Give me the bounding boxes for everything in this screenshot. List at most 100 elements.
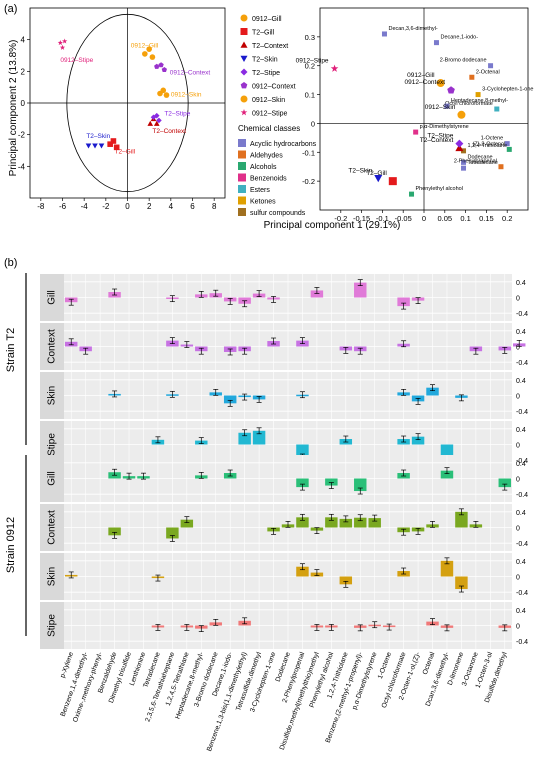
y-tick-label: -0.4 (516, 541, 528, 548)
strip-stipe (40, 602, 64, 649)
tissue-label-context: Context (47, 329, 58, 364)
bar-phenylethyl-alcohol (325, 478, 338, 486)
legend-marker-t2-stipe (240, 68, 248, 76)
loading-label-heptadecane-8-methyl: Heptadecane,8-methyl- (451, 98, 508, 104)
sample-label-0912-context: 0912–Context (405, 79, 446, 86)
y-tick-label: 0.4 (516, 427, 526, 434)
legend-swatch-sulfur-compounds (238, 208, 246, 216)
bar-2-phenylpropenal (296, 517, 309, 528)
bar-panel-strain-0912-context: Context -0.4 0 0.4 (40, 504, 528, 551)
loading-tetradecane (461, 165, 467, 171)
x-tick-label: 2 (147, 202, 152, 211)
legend-marker-t2-context (240, 41, 248, 48)
y-tick-label: 0 (516, 345, 520, 352)
bar-2-phenylpropenal (296, 444, 309, 458)
legend-swatch-alcohols (238, 162, 246, 170)
loading-label-decane-1-iodo: Decane,1-iodo- (440, 35, 478, 41)
point-0912-context (154, 63, 160, 69)
legend-swatch-ketones (238, 196, 246, 205)
compound-label-1-octene: 1-Octene (377, 651, 393, 680)
y-tick-label: 0.4 (516, 608, 526, 615)
strip-skin (40, 553, 64, 600)
point-0912-skin (160, 87, 167, 94)
legend-swatch-acyclic-hydrocarbons (238, 139, 246, 147)
point-0912-stipe (57, 40, 63, 46)
legend-marker-0912-gill (240, 14, 248, 22)
point-t2-gill (107, 141, 113, 147)
bar-benzene-2-methyl-1-propenyl (354, 282, 367, 298)
x-tick-label: 4 (169, 202, 174, 211)
loading-decane-1-iodo (433, 40, 439, 46)
label-t2-stipe: T2–Stipe (164, 111, 190, 118)
loading-label-phenylethyl-alcohol: Phenylethyl alcohol (416, 186, 463, 192)
bar-d-limonene (455, 511, 468, 528)
score-plot-left: -8 -6 -4 -2 0 2 4 6 8 -4 -2 0 2 4 0912–Gill T2–Gill T2–C… (18, 7, 226, 211)
bar-dcan-3-6-dimethyl (440, 560, 454, 577)
legend-label-0912-skin: 0912–Skin (252, 97, 285, 104)
point-0912-gill (142, 51, 148, 57)
bar-1-2-4-trithiolane (339, 576, 353, 585)
legend-class-sulfur-compounds: sulfur compounds (250, 210, 306, 217)
sample-label-0912-skin: 0912–Skin (425, 104, 456, 111)
label-0912-skin: 0912–Skin (171, 92, 202, 99)
strip-context (40, 323, 64, 370)
loading-3-cyclohepten-1-one (475, 92, 481, 98)
loading-label-2-bromo-dodecane: 2-Bromo dodecane (440, 58, 487, 64)
label-0912-stipe: 0912–Stipe (60, 57, 93, 64)
y-tick-label: -0.4 (516, 639, 528, 646)
strain-t2-label: Strain T2 (5, 328, 17, 372)
y-axis-label: Principal component 2 (13.8%) (8, 40, 19, 177)
sample-t2-gill (388, 177, 397, 186)
x-tick-label: -0.05 (395, 214, 412, 223)
point-0912-stipe (59, 44, 66, 50)
confidence-ellipse (66, 13, 189, 193)
bar-2-phenylpropenal (296, 478, 309, 488)
legend-label-t2-stipe: T2–Stipe (252, 70, 280, 77)
bar-panel-strain-t2-context: Context -0.4 0 0.4 (40, 323, 528, 370)
y-tick-label: -0.4 (516, 409, 528, 416)
bar-1-2-4-trithiolane (339, 518, 353, 528)
bar-phenylethyl-alcohol (325, 517, 338, 528)
sample-label-0912-gill: 0912–Gill (407, 72, 435, 79)
label-t2-skin: T2–Skin (86, 133, 110, 140)
y-tick-label: 0.4 (516, 280, 526, 287)
y-tick-label: 0 (516, 624, 520, 631)
loading-phenylethyl-alcohol (409, 191, 415, 197)
legend-title: Chemical classes (238, 124, 300, 133)
y-tick-label: -0.4 (516, 492, 528, 499)
tissue-label-skin: Skin (47, 567, 58, 586)
point-t2-stipe (153, 112, 160, 119)
sample-label-t2-stipe: T2–Stipe (427, 133, 453, 140)
loading-label-dodecane: Dodecane (468, 154, 493, 160)
bar-panel-strain-0912-skin: Skin -0.4 0 0.4 (40, 553, 528, 600)
x-tick-label: 0.2 (502, 214, 512, 223)
sample-0912-skin (457, 110, 466, 119)
x-tick-label: -6 (59, 202, 67, 211)
y-tick-label: -0.4 (516, 311, 528, 318)
sample-label-t2-skin: T2–Skin (348, 167, 372, 174)
loading-label-2-octenal: 2-Octenal (476, 69, 500, 75)
bar-disulfide-methyl-methylthio-methyl (310, 290, 324, 298)
loading-p-dimethylstyrene (413, 129, 419, 135)
y-tick-label: -4 (18, 162, 26, 171)
point-t2-gill (113, 144, 120, 151)
legend-marker-0912-skin (240, 95, 248, 103)
legend-class-alcohols: Alcohols (250, 164, 277, 171)
bar-2-octen-1-ol-z (411, 436, 425, 445)
loading-label-2-phenylpropenal: 2-Phenylpropenal (454, 159, 497, 165)
y-tick-label: 0 (311, 119, 315, 128)
label-0912-gill: 0912–Gill (131, 43, 159, 50)
sample-0912-gill (436, 79, 445, 88)
legend-label-0912-stipe: 0912–Stipe (252, 111, 288, 118)
tissue-label-gill: Gill (47, 471, 58, 485)
x-tick-label: 0.1 (460, 214, 470, 223)
point-0912-context (161, 66, 167, 73)
loading-2-phenylpropenal (498, 164, 504, 170)
tissue-label-skin: Skin (47, 386, 58, 405)
x-tick-label: 0.05 (437, 214, 452, 223)
x-tick-label: 0 (125, 202, 130, 211)
label-0912-context: 0912–Context (170, 70, 211, 77)
sample-label-0912-stipe: 0912–Stipe (296, 58, 329, 65)
